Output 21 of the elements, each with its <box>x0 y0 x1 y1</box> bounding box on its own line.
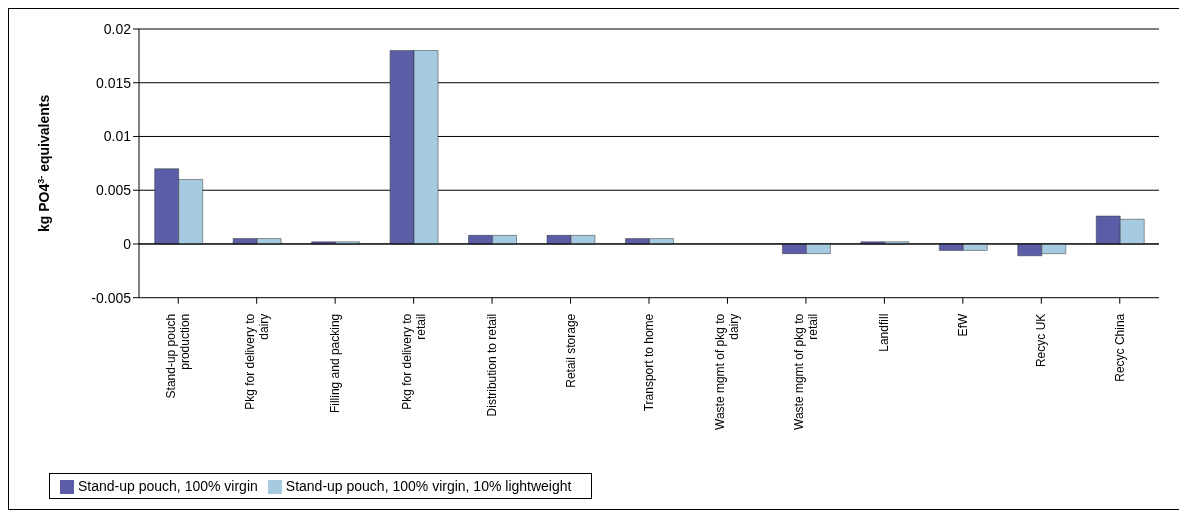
legend-label: Stand-up pouch, 100% virgin <box>78 477 258 494</box>
x-tick-label: EfW <box>955 313 970 337</box>
x-tick-label: Filling and packing <box>328 313 343 414</box>
legend-label: Stand-up pouch, 100% virgin, 10% lightweight <box>285 477 572 494</box>
x-tick-label: Transport to home <box>642 313 656 412</box>
x-tick-label: Landfill <box>877 313 892 352</box>
y-tick-label: 0.02 <box>103 20 132 37</box>
x-tick-label: Waste mgmt of pkg to retail <box>791 313 820 430</box>
x-tick-label: Waste mgmt of pkg to dairy <box>713 313 742 430</box>
x-tick-label: Stand-up pouch production <box>164 313 193 399</box>
x-tick-label: Recyc China <box>1112 313 1127 382</box>
x-tick-label: Pkg for delivery to retail <box>399 313 428 410</box>
y-tick-label: 0.015 <box>95 74 132 91</box>
y-tick-label: -0.005 <box>91 289 132 306</box>
y-tick-label: 0.005 <box>95 182 132 199</box>
x-tick-label: Distribution to retail <box>485 313 500 417</box>
x-tick-label: Recyc UK <box>1034 313 1049 368</box>
y-tick-label: 0.01 <box>103 128 132 145</box>
y-tick-label: 0 <box>123 235 132 252</box>
x-tick-label: Pkg for delivery to dairy <box>242 313 271 410</box>
x-tick-label: Retail storage <box>563 313 578 388</box>
